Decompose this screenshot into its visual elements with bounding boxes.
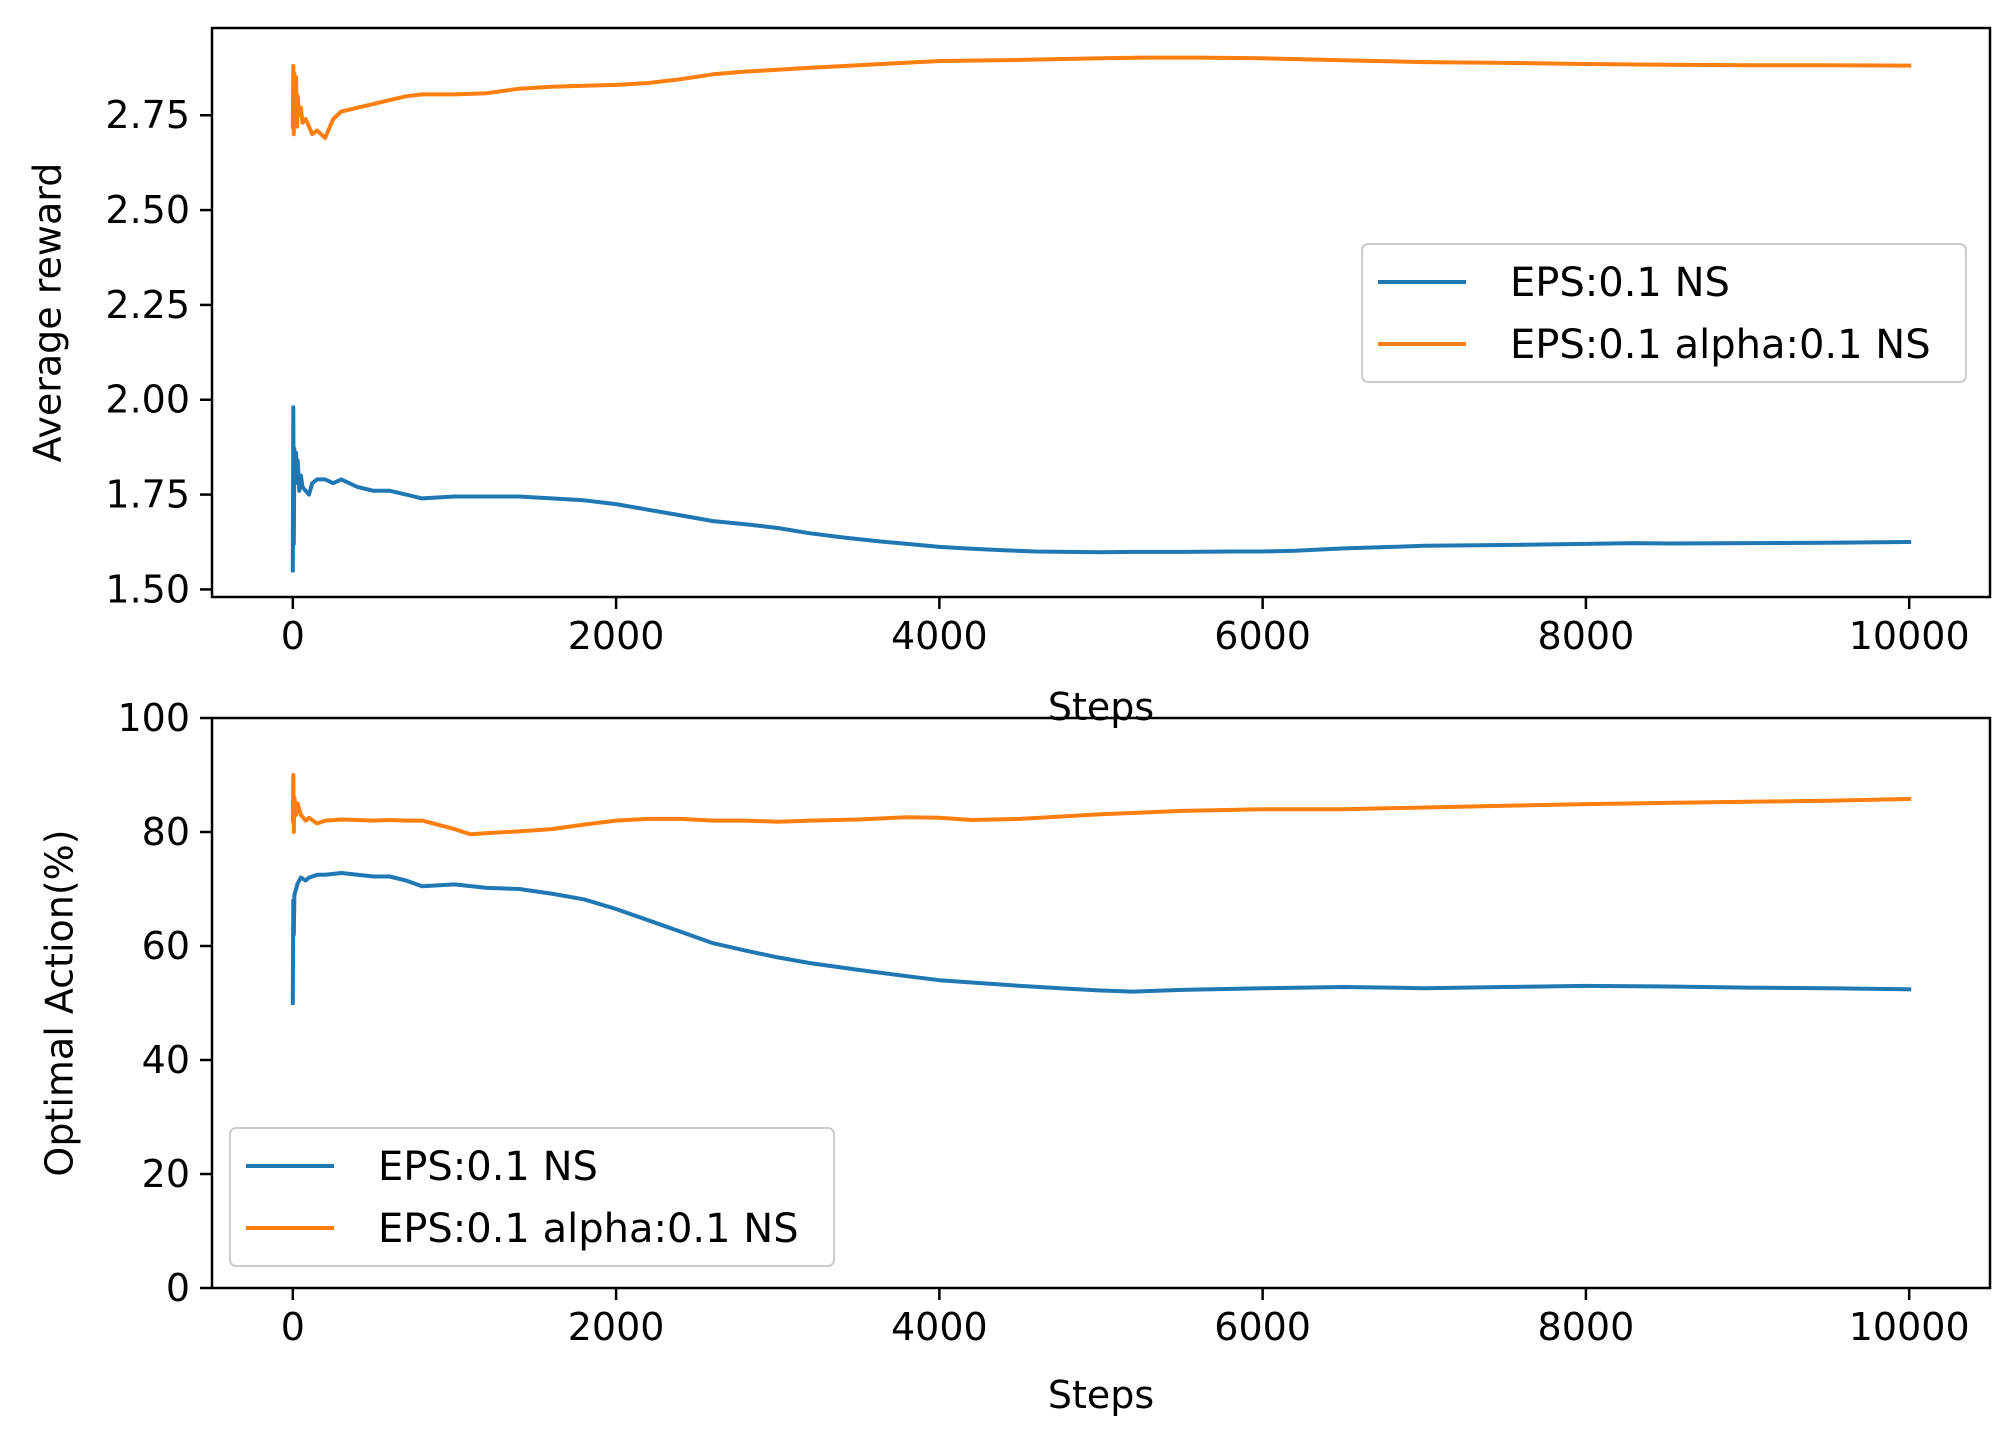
x-tick-label: 8000 [1538,1305,1635,1349]
y-tick-label: 2.75 [105,93,190,137]
y-tick-label: 1.75 [105,473,190,517]
x-tick-label: 6000 [1214,614,1311,658]
y-tick-label: 80 [142,810,190,854]
legend-bottom: EPS:0.1 NS EPS:0.1 alpha:0.1 NS [229,1127,835,1267]
plot-frame-bottom [210,716,1992,1290]
series-line-eps-alpha-ns [290,773,1912,837]
y-tick-label: 60 [142,924,190,968]
legend-label-eps-ns: EPS:0.1 NS [1510,260,1730,306]
y-tick-label: 2.50 [105,188,190,232]
legend-label-eps-alpha-ns: EPS:0.1 alpha:0.1 NS [378,1206,799,1252]
x-tick-label: 8000 [1538,614,1635,658]
series-line-eps-ns [290,871,1912,1006]
y-axis-label-bottom: Optimal Action(%) [38,829,82,1176]
ticks-layer-bottom: 0 2000 4000 6000 8000 10000 0 20 40 60 80 100 [117,696,1969,1349]
x-tick-label: 2000 [568,614,665,658]
x-tick-label: 6000 [1214,1305,1311,1349]
y-tick-label: 20 [142,1152,190,1196]
x-axis-label-bottom: Steps [1048,1373,1154,1417]
ticks-layer-top: 0 2000 4000 6000 8000 10000 1.50 1.75 2.00 2.25 2.… [105,93,1969,658]
series-line-eps-alpha-ns [290,55,1912,140]
legend-label-eps-ns: EPS:0.1 NS [378,1144,598,1190]
x-tick-label: 10000 [1849,1305,1970,1349]
chart-optimal-action: 0 2000 4000 6000 8000 10000 0 20 40 60 80 100 Steps… [38,696,1992,1417]
x-tick-label: 0 [281,1305,305,1349]
y-tick-label: 2.25 [105,283,190,327]
series-line-eps-ns [290,405,1912,573]
y-tick-label: 100 [117,696,190,740]
legend-top: EPS:0.1 NS EPS:0.1 alpha:0.1 NS [1361,243,1967,383]
legend-box-bottom [229,1127,835,1267]
x-tick-label: 2000 [568,1305,665,1349]
legend-label-eps-alpha-ns: EPS:0.1 alpha:0.1 NS [1510,322,1931,368]
y-axis-label-top: Average reward [26,163,70,463]
x-tick-label: 0 [281,614,305,658]
series-layer-bottom [290,773,1912,1006]
chart-average-reward: 0 2000 4000 6000 8000 10000 1.50 1.75 2.00 2.25 2.… [26,26,1992,729]
y-tick-label: 40 [142,1038,190,1082]
x-tick-label: 10000 [1849,614,1970,658]
series-layer-top [290,55,1912,573]
y-tick-label: 2.00 [105,378,190,422]
x-tick-label: 4000 [891,614,988,658]
plot-frame-top [210,26,1992,599]
y-tick-label: 0 [166,1266,190,1310]
x-axis-label-top: Steps [1048,685,1154,729]
y-tick-label: 1.50 [105,567,190,611]
legend-box-top [1361,243,1967,383]
x-tick-label: 4000 [891,1305,988,1349]
